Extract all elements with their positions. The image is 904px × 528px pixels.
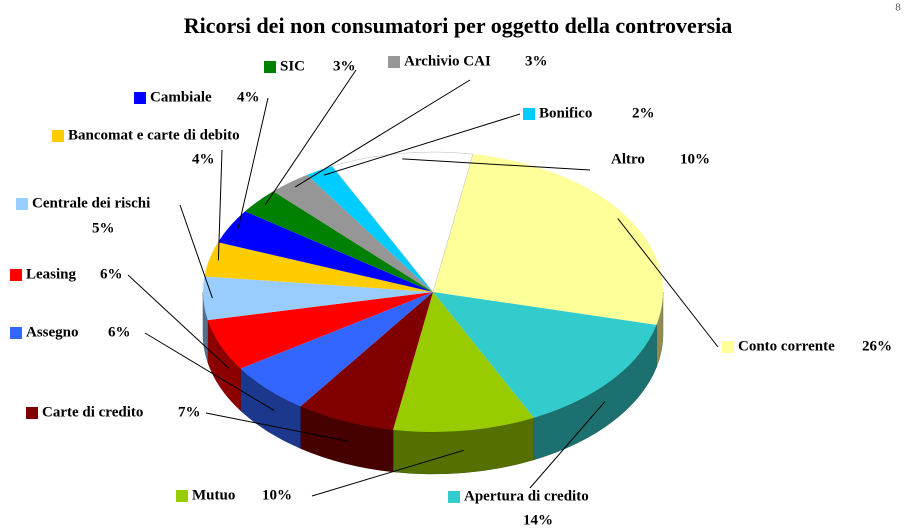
- pie-slice: [204, 242, 433, 292]
- legend-swatch: [16, 198, 28, 210]
- pie-slice: [307, 166, 433, 292]
- value-label: 14%: [523, 512, 553, 528]
- legend-swatch: [722, 341, 734, 353]
- pie-slice: [240, 292, 433, 407]
- leader-line: [127, 274, 230, 369]
- pie-slice: [217, 211, 433, 292]
- legend-swatch: [52, 130, 64, 142]
- category-label: Assegno: [26, 324, 79, 340]
- leader-line: [205, 412, 349, 442]
- pie-slice: [207, 292, 433, 369]
- legend-swatch: [448, 491, 460, 503]
- page-number: 8: [895, 2, 901, 14]
- leader-line: [529, 401, 606, 489]
- category-label: Centrale dei rischi: [32, 195, 150, 211]
- pie-slice: [433, 292, 657, 418]
- legend-swatch: [388, 56, 400, 68]
- legend-swatch: [264, 61, 276, 73]
- category-label: Bonifico: [539, 105, 592, 121]
- value-label: 5%: [92, 220, 115, 236]
- leader-line: [323, 113, 521, 176]
- category-label: SIC: [280, 58, 305, 74]
- value-label: 26%: [862, 338, 892, 354]
- legend-swatch: [595, 154, 607, 166]
- value-label: 3%: [333, 58, 356, 74]
- category-label: Archivio CAI: [404, 53, 491, 69]
- value-label: 4%: [237, 89, 260, 105]
- leader-line: [402, 158, 591, 171]
- legend-swatch: [176, 490, 188, 502]
- legend-swatch: [10, 269, 22, 281]
- legend-swatch: [134, 92, 146, 104]
- pie-slice: [203, 276, 433, 321]
- legend-swatch: [523, 108, 535, 120]
- value-label: 6%: [108, 324, 131, 340]
- chart-title: Ricorsi dei non consumatori per oggetto …: [184, 13, 733, 38]
- leader-line: [179, 204, 213, 299]
- leader-line: [311, 449, 464, 497]
- category-label: Altro: [611, 151, 645, 167]
- category-label: Leasing: [26, 266, 77, 282]
- value-label: 6%: [100, 266, 123, 282]
- leader-line: [217, 149, 223, 261]
- pie-slice: [331, 151, 474, 293]
- value-label: 10%: [262, 487, 292, 503]
- value-label: 10%: [680, 151, 710, 167]
- category-label: Apertura di credito: [464, 488, 589, 504]
- value-label: 3%: [525, 53, 548, 69]
- category-label: Carte di credito: [42, 404, 143, 420]
- pie-slice: [300, 292, 433, 430]
- category-label: Cambiale: [150, 89, 212, 105]
- value-label: 4%: [192, 151, 215, 167]
- leader-line: [294, 79, 471, 188]
- pie-slice: [245, 191, 433, 292]
- leader-line: [617, 218, 719, 348]
- pie-slice: [433, 154, 663, 325]
- category-label: Conto corrente: [738, 338, 835, 354]
- category-label: Mutuo: [192, 487, 235, 503]
- leader-line: [144, 332, 275, 411]
- leader-line: [264, 69, 357, 205]
- leader-line: [237, 97, 269, 230]
- value-label: 7%: [178, 404, 201, 420]
- pie-slice: [273, 174, 433, 292]
- value-label: 2%: [632, 105, 655, 121]
- pie-slice: [393, 292, 534, 432]
- category-label: Bancomat e carte di debito: [68, 127, 240, 143]
- legend-swatch: [26, 407, 38, 419]
- legend-swatch: [10, 327, 22, 339]
